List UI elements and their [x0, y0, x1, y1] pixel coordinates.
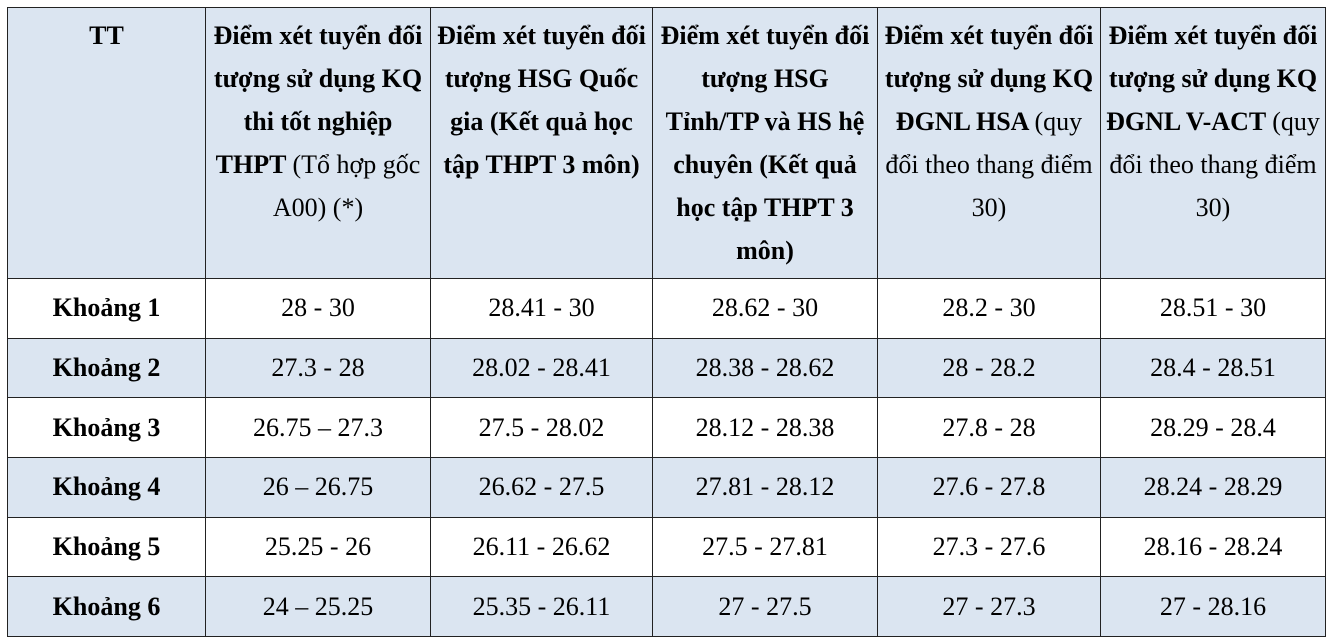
score-range: 28.02 - 28.41 — [430, 337, 653, 399]
score-range: 26.11 - 26.62 — [430, 516, 653, 578]
table-row: Khoảng 3 26.75 – 27.3 27.5 - 28.02 28.12 - … — [7, 397, 1326, 458]
score-table: TT Điểm xét tuyển đối tượng sử dụng KQ th… — [7, 7, 1326, 637]
header-text: Điểm xét tuyển đối tượng HSG Tỉnh/TP và … — [660, 21, 870, 265]
score-range: 25.25 - 26 — [205, 516, 431, 578]
header-text: TT — [89, 21, 124, 50]
score-range: 27 - 27.3 — [877, 576, 1101, 637]
score-range: 28.62 - 30 — [652, 278, 878, 339]
table-row: Khoảng 2 27.3 - 28 28.02 - 28.41 28.38 - 28… — [7, 337, 1326, 399]
score-range: 27.8 - 28 — [877, 397, 1101, 458]
header-text: Điểm xét tuyển đối tượng sử dụng KQ ĐGNL… — [884, 21, 1094, 136]
header-text: Điểm xét tuyển đối tượng sử dụng KQ ĐGNL… — [1106, 21, 1318, 136]
table-row: Khoảng 5 25.25 - 26 26.11 - 26.62 27.5 - 27… — [7, 516, 1326, 578]
header-cell: Điểm xét tuyển đối tượng sử dụng KQ ĐGNL… — [877, 7, 1101, 279]
score-range: 27.81 - 28.12 — [652, 456, 878, 518]
score-range: 28.2 - 30 — [877, 278, 1101, 339]
score-range: 26.75 – 27.3 — [205, 397, 431, 458]
score-range: 28.51 - 30 — [1100, 278, 1326, 339]
score-range: 27.6 - 27.8 — [877, 456, 1101, 518]
range-label: Khoảng 6 — [7, 576, 206, 637]
range-label: Khoảng 4 — [7, 456, 206, 518]
score-range: 28.29 - 28.4 — [1100, 397, 1326, 458]
score-range: 28.24 - 28.29 — [1100, 456, 1326, 518]
header-note: (Tổ hợp gốc A00) (*) — [272, 150, 421, 222]
score-range: 27 - 28.16 — [1100, 576, 1326, 637]
header-cell: TT — [7, 7, 206, 279]
score-range: 27 - 27.5 — [652, 576, 878, 637]
range-label: Khoảng 2 — [7, 337, 206, 399]
score-range: 27.3 - 28 — [205, 337, 431, 399]
table-row: Khoảng 6 24 – 25.25 25.35 - 26.11 27 - 27.5… — [7, 576, 1326, 637]
header-text: Điểm xét tuyển đối tượng HSG Quốc gia (K… — [437, 21, 646, 179]
table-body: Khoảng 1 28 - 30 28.41 - 30 28.62 - 30 28.2 … — [7, 278, 1326, 637]
score-range: 28 - 28.2 — [877, 337, 1101, 399]
range-label: Khoảng 5 — [7, 516, 206, 578]
header-cell: Điểm xét tuyển đối tượng sử dụng KQ thi … — [205, 7, 431, 279]
score-range: 27.3 - 27.6 — [877, 516, 1101, 578]
score-range: 28 - 30 — [205, 278, 431, 339]
score-range: 27.5 - 27.81 — [652, 516, 878, 578]
score-range: 26.62 - 27.5 — [430, 456, 653, 518]
header-note: (quy đổi theo thang điểm 30) — [1109, 107, 1320, 222]
range-label: Khoảng 1 — [7, 278, 206, 339]
score-range: 28.38 - 28.62 — [652, 337, 878, 399]
header-cell: Điểm xét tuyển đối tượng HSG Tỉnh/TP và … — [652, 7, 878, 279]
table-row: Khoảng 4 26 – 26.75 26.62 - 27.5 27.81 - 28… — [7, 456, 1326, 518]
header-row: TT Điểm xét tuyển đối tượng sử dụng KQ th… — [7, 7, 1326, 279]
score-range: 25.35 - 26.11 — [430, 576, 653, 637]
header-text: Điểm xét tuyển đối tượng sử dụng KQ thi … — [213, 21, 423, 179]
score-range: 24 – 25.25 — [205, 576, 431, 637]
score-range: 27.5 - 28.02 — [430, 397, 653, 458]
table-row: Khoảng 1 28 - 30 28.41 - 30 28.62 - 30 28.2 … — [7, 278, 1326, 339]
score-range: 28.12 - 28.38 — [652, 397, 878, 458]
score-range: 28.4 - 28.51 — [1100, 337, 1326, 399]
score-range: 26 – 26.75 — [205, 456, 431, 518]
header-cell: Điểm xét tuyển đối tượng HSG Quốc gia (K… — [430, 7, 653, 279]
header-cell: Điểm xét tuyển đối tượng sử dụng KQ ĐGNL… — [1100, 7, 1326, 279]
header-note: (quy đổi theo thang điểm 30) — [885, 107, 1093, 222]
score-range: 28.41 - 30 — [430, 278, 653, 339]
range-label: Khoảng 3 — [7, 397, 206, 458]
score-range: 28.16 - 28.24 — [1100, 516, 1326, 578]
